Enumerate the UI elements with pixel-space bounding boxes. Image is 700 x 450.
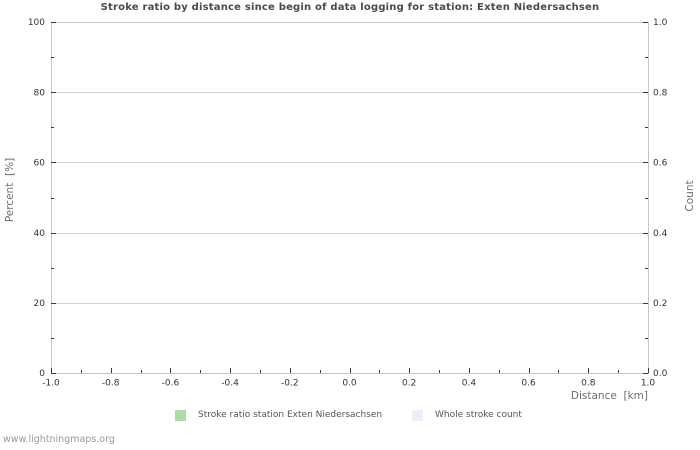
y2-tick-label: 0.0 bbox=[653, 369, 668, 379]
y2-tick-label: 0.6 bbox=[653, 159, 668, 169]
y-tick-label: 0 bbox=[39, 369, 45, 379]
y-axis-title: Percent [%] bbox=[4, 157, 16, 223]
y2-tick-label: 0.8 bbox=[653, 88, 668, 98]
y-tick-label: 20 bbox=[34, 299, 46, 309]
x-tick-label: 0.2 bbox=[402, 379, 416, 389]
legend-swatch-whole-stroke-count bbox=[412, 410, 423, 421]
y2-tick-label: 0.2 bbox=[653, 299, 667, 309]
legend-label-stroke-ratio: Stroke ratio station Exten Niedersachsen bbox=[198, 410, 383, 420]
y2-tick-label: 1.0 bbox=[653, 18, 668, 28]
x-tick-label: 0.8 bbox=[581, 379, 596, 389]
y2-tick-label: 0.4 bbox=[653, 229, 668, 239]
y-tick-label: 80 bbox=[34, 88, 46, 98]
x-tick-label: 1.0 bbox=[641, 379, 656, 389]
x-axis-title: Distance [km] bbox=[570, 390, 648, 402]
legend-swatch-stroke-ratio bbox=[175, 410, 186, 421]
plot-border bbox=[51, 22, 649, 374]
x-tick-label: 0.0 bbox=[342, 379, 357, 389]
x-tick-label: -0.8 bbox=[102, 379, 120, 389]
x-tick-label: 0.4 bbox=[462, 379, 477, 389]
x-tick-label: -1.0 bbox=[42, 379, 60, 389]
y-tick-label: 60 bbox=[34, 159, 46, 169]
chart-title: Stroke ratio by distance since begin of … bbox=[100, 2, 600, 13]
x-tick-label: 0.6 bbox=[521, 379, 536, 389]
y-tick-label: 40 bbox=[34, 229, 46, 239]
x-tick-label: -0.6 bbox=[162, 379, 180, 389]
x-tick-label: -0.2 bbox=[281, 379, 299, 389]
y-tick-label: 100 bbox=[28, 18, 45, 28]
x-tick-label: -0.4 bbox=[221, 379, 239, 389]
watermark-link[interactable]: www.lightningmaps.org bbox=[3, 434, 115, 445]
legend-label-whole-stroke-count: Whole stroke count bbox=[435, 410, 522, 420]
y2-axis-title: Count bbox=[684, 180, 696, 212]
